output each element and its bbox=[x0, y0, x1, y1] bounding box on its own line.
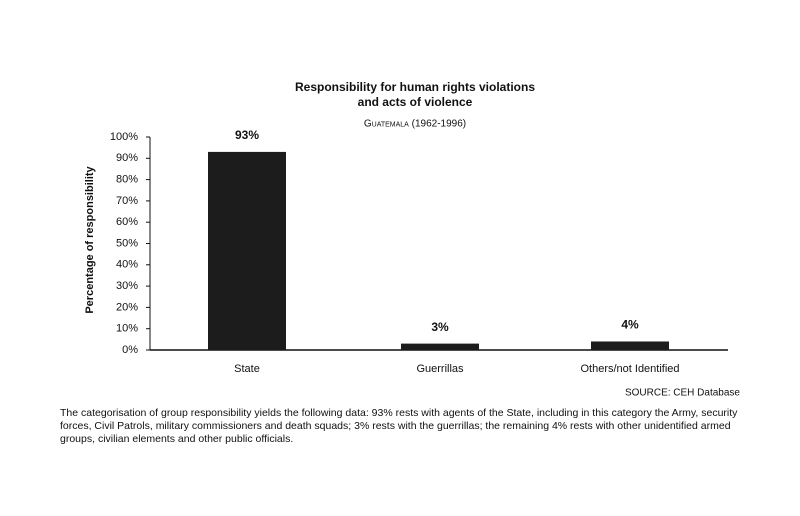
value-label: 93% bbox=[235, 128, 259, 142]
y-tick-label: 80% bbox=[116, 174, 138, 186]
bar bbox=[591, 341, 669, 350]
y-tick-label: 40% bbox=[116, 259, 138, 271]
x-tick-label: State bbox=[234, 363, 260, 375]
chart-title: and acts of violence bbox=[358, 95, 473, 109]
y-tick-label: 0% bbox=[122, 344, 138, 356]
x-tick-label: Guerrillas bbox=[416, 363, 464, 375]
source: SOURCE: CEH Database bbox=[625, 388, 740, 399]
y-tick-label: 60% bbox=[116, 216, 138, 228]
chart-subtitle: Guatemala (1962-1996) bbox=[364, 119, 466, 130]
bar bbox=[208, 151, 286, 350]
caption: The categorisation of group responsibili… bbox=[60, 407, 738, 445]
chart-title: Responsibility for human rights violatio… bbox=[295, 80, 535, 94]
value-label: 4% bbox=[621, 318, 639, 332]
y-tick-label: 70% bbox=[116, 195, 138, 207]
y-tick-label: 50% bbox=[116, 237, 138, 249]
y-tick-label: 20% bbox=[116, 301, 138, 313]
y-tick-label: 90% bbox=[116, 152, 138, 164]
chart: Responsibility for human rights violatio… bbox=[84, 80, 741, 399]
y-tick-label: 10% bbox=[116, 323, 138, 335]
bar bbox=[401, 343, 479, 350]
y-axis-label: Percentage of responsibility bbox=[84, 165, 96, 313]
y-tick-label: 100% bbox=[110, 131, 138, 143]
x-tick-label: Others/not Identified bbox=[580, 363, 679, 375]
value-label: 3% bbox=[431, 320, 449, 334]
y-tick-label: 30% bbox=[116, 280, 138, 292]
